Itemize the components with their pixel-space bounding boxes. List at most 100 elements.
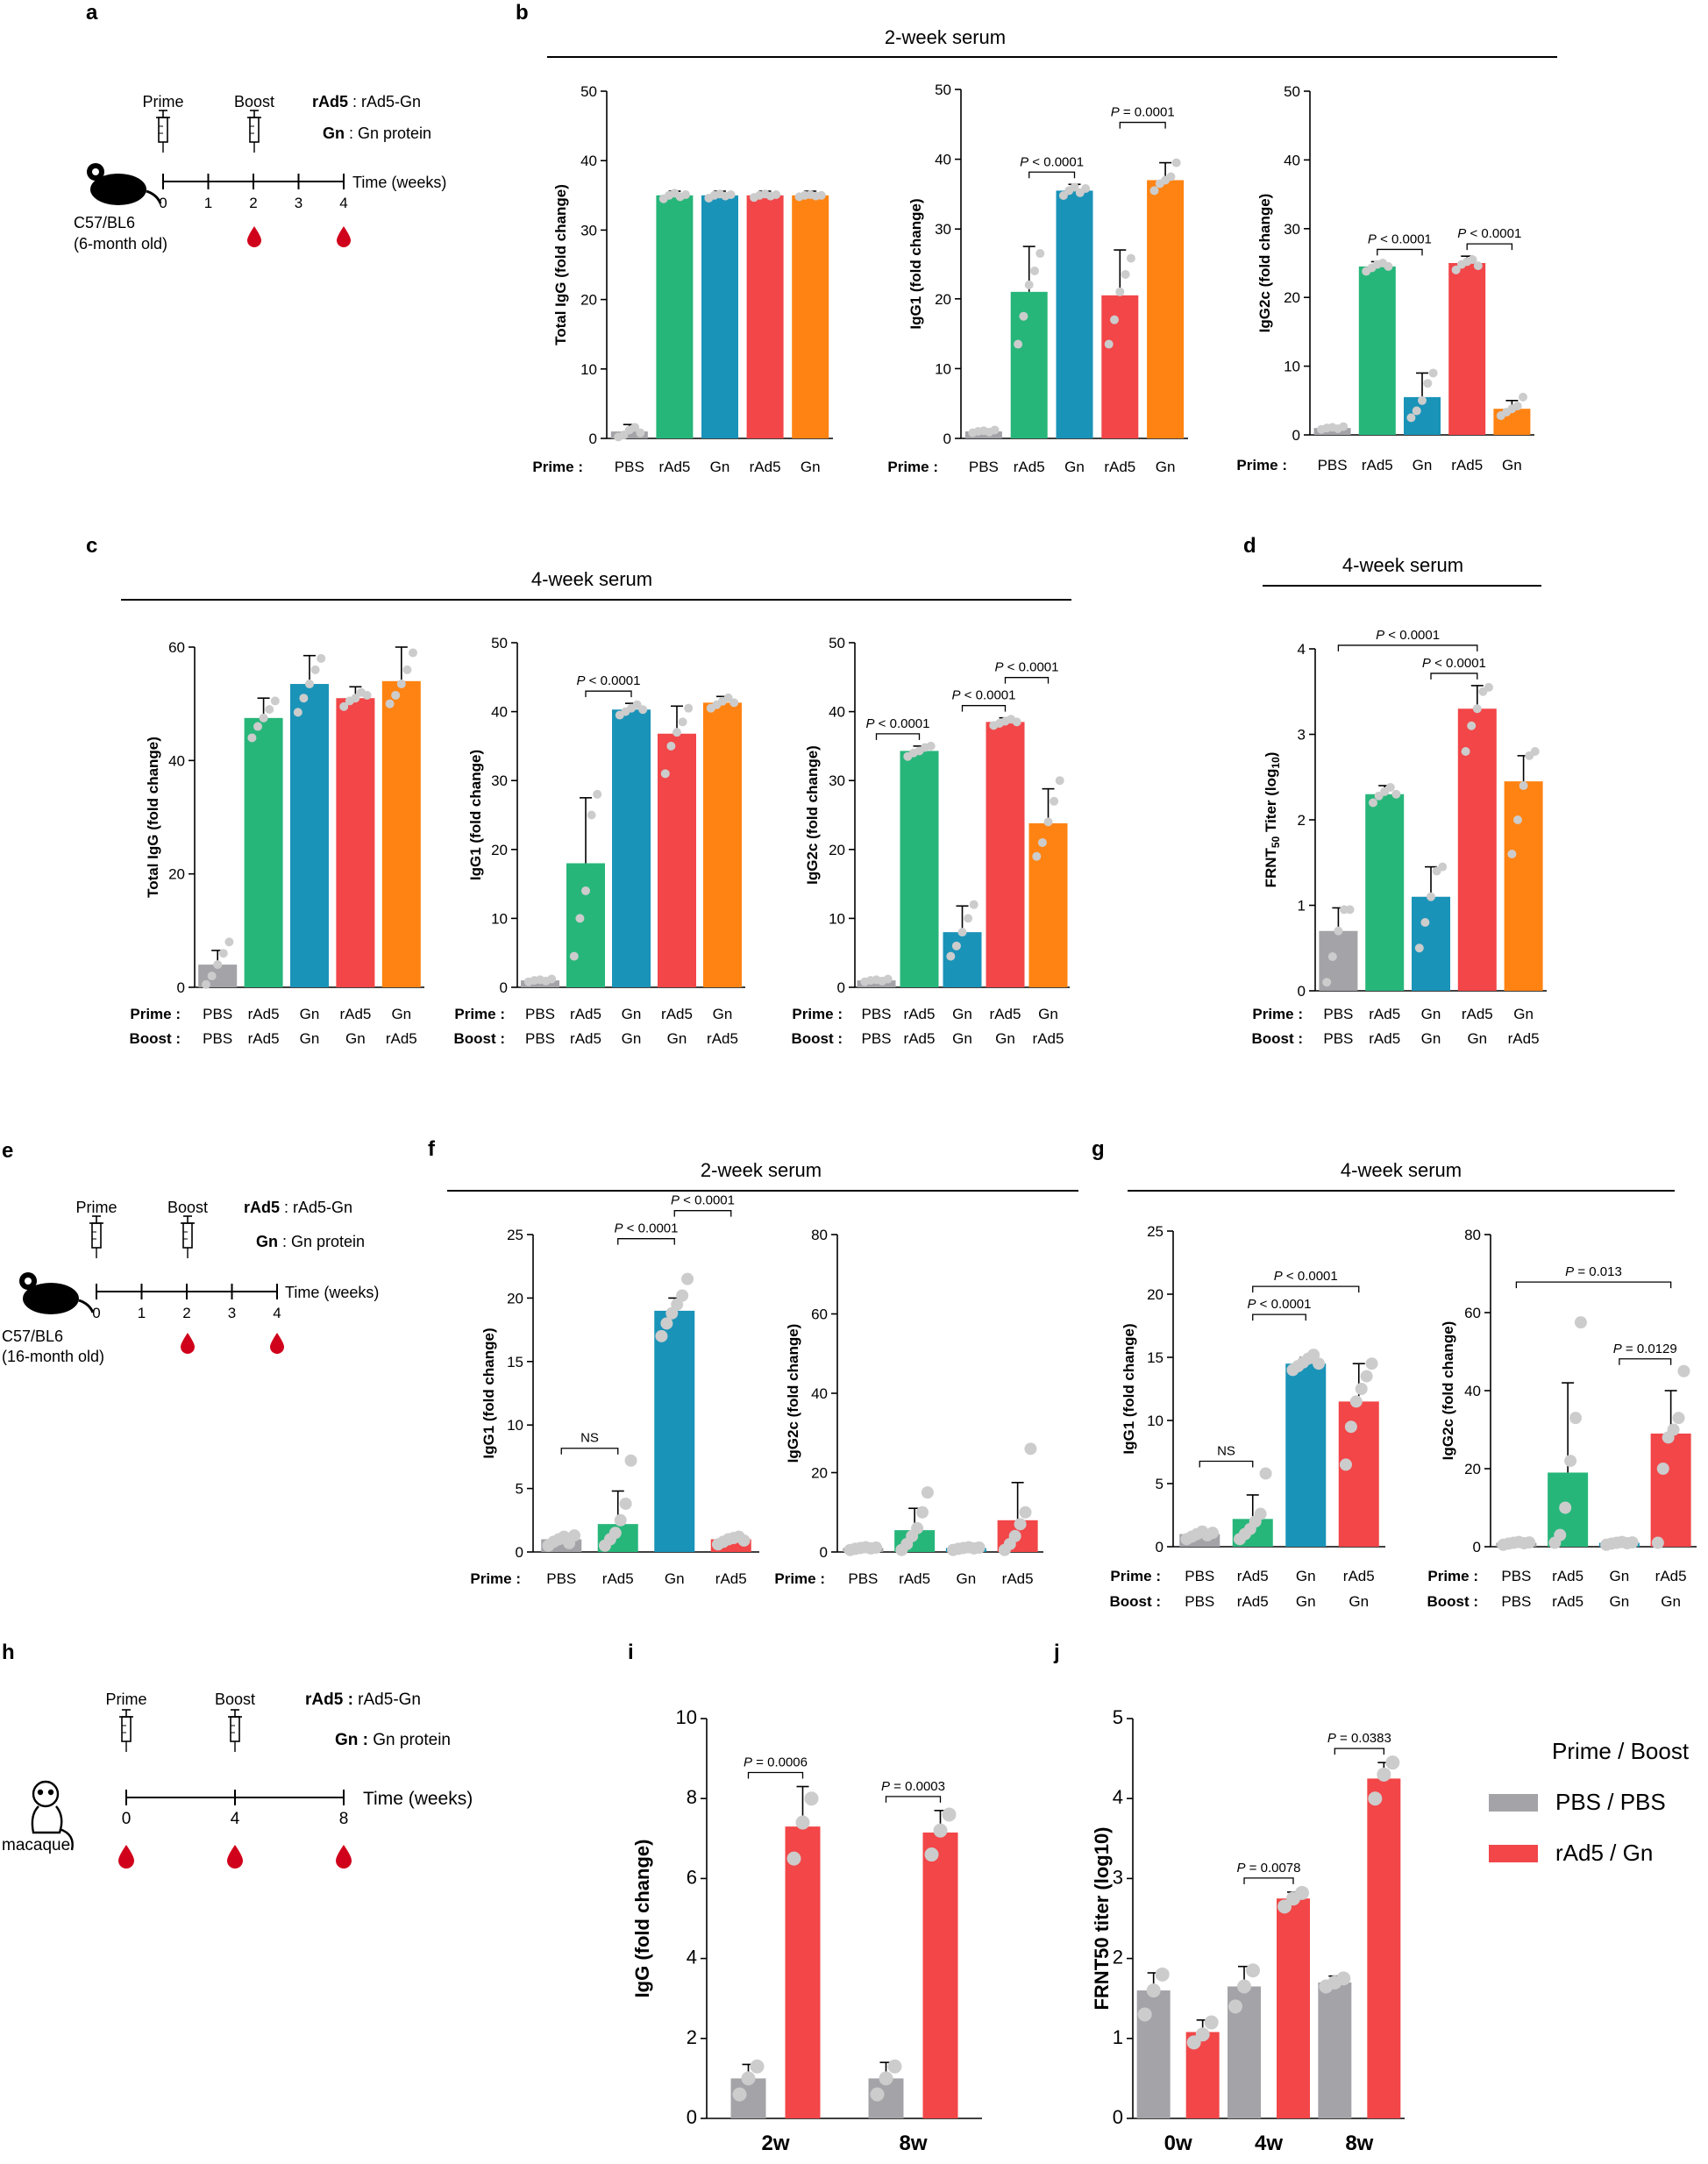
- time-label-a: Time (weeks): [352, 174, 446, 191]
- y-tick-label: 4: [1298, 641, 1306, 658]
- syringe-icon: [228, 1709, 242, 1752]
- data-point: [1385, 1755, 1400, 1770]
- bar: [610, 431, 648, 438]
- data-point: [305, 680, 314, 689]
- x-tick-label: rAd5: [1343, 1568, 1375, 1584]
- y-tick-label: 40: [1464, 1383, 1481, 1399]
- legend-a-text2: : Gn protein: [345, 125, 431, 142]
- data-point: [655, 1329, 668, 1342]
- y-tick-label: 30: [1284, 221, 1300, 238]
- x-tick-label: Gn: [957, 1570, 977, 1587]
- bar: [1457, 708, 1497, 991]
- prime-label-a: Prime: [142, 93, 183, 110]
- data-point: [1115, 287, 1125, 296]
- x-tick-label: PBS: [525, 1006, 555, 1022]
- p-value: = 0.0006: [752, 1755, 808, 1770]
- x-tick-label: Gn: [713, 1006, 733, 1022]
- p-value: < 0.0001: [1431, 656, 1486, 671]
- chart-i: 0 2 4 6 8 10 IgG (fold change) 2w P = 0.0006 8w P …: [631, 1706, 982, 2155]
- x-tick-label: Gn: [995, 1030, 1015, 1047]
- bar: [1318, 1982, 1352, 2118]
- bar: [244, 717, 283, 987]
- legend-e-text1: : rAd5-Gn: [280, 1199, 352, 1216]
- x-tick-label: Gn: [952, 1030, 972, 1047]
- p-symbol: P: [1613, 1342, 1622, 1356]
- data-point: [1438, 862, 1448, 872]
- x-tick-label: Gn: [710, 459, 730, 475]
- x-tick-label: PBS: [1185, 1593, 1214, 1610]
- p-symbol: P: [1422, 656, 1431, 671]
- y-tick-label: 15: [1147, 1349, 1164, 1366]
- row-label: Prime :: [454, 1006, 505, 1022]
- timeline-tick-label: 3: [228, 1305, 236, 1321]
- p-value-label: NS: [1217, 1443, 1235, 1458]
- x-tick-label: Gn: [1610, 1568, 1630, 1584]
- panel-letter-g: g: [1092, 1137, 1105, 1161]
- x-tick-label: rAd5: [990, 1006, 1021, 1022]
- data-point: [1339, 422, 1349, 431]
- significance-bracket: [585, 690, 632, 698]
- y-tick-label: 80: [1464, 1227, 1481, 1243]
- data-point: [1461, 747, 1470, 756]
- data-point: [265, 705, 274, 715]
- row-label: Prime :: [792, 1006, 843, 1022]
- y-tick-label: 20: [935, 291, 951, 308]
- y-tick-label: 40: [811, 1385, 828, 1402]
- bar: [785, 1826, 821, 2118]
- p-value-label: NS: [580, 1431, 599, 1446]
- p-value-label: P < 0.0001: [1368, 231, 1432, 246]
- x-tick-label: rAd5: [1552, 1568, 1583, 1584]
- chart-f2: 0 20 40 60 80 IgG2c (fold change) Prime : PBS rA…: [774, 1227, 1043, 1587]
- data-point: [870, 1541, 883, 1555]
- timeline-tick-label: 3: [295, 195, 302, 211]
- x-tick-label: PBS: [1318, 457, 1348, 473]
- row-label: Prime :: [774, 1570, 825, 1587]
- x-tick-label: PBS: [203, 1030, 232, 1047]
- y-tick-label: 8: [687, 1786, 697, 1808]
- x-tick-label: rAd5: [1451, 457, 1483, 473]
- y-tick-label: 60: [168, 639, 185, 656]
- x-tick-label: rAd5: [1369, 1006, 1400, 1022]
- x-tick-label: Gn: [1502, 457, 1522, 473]
- data-point: [951, 941, 961, 950]
- p-symbol: P: [1368, 231, 1377, 246]
- x-tick-label: rAd5: [904, 1030, 936, 1047]
- significance-bracket: [1337, 644, 1478, 651]
- x-tick-label: Gn: [1038, 1006, 1058, 1022]
- p-value-label: P = 0.0003: [881, 1779, 945, 1794]
- data-point: [1355, 1383, 1368, 1395]
- bar: [1101, 295, 1139, 438]
- x-tick-label: rAd5: [1362, 457, 1393, 473]
- data-point: [1512, 402, 1522, 411]
- p-value: < 0.0001: [961, 688, 1016, 703]
- x-tick-label: rAd5: [750, 459, 781, 475]
- chart-g1: 0 5 10 15 20 25 IgG1 (fold change) Prime : PBS rA…: [1109, 1223, 1385, 1610]
- bar: [336, 698, 375, 987]
- bar: [1412, 896, 1450, 991]
- data-point: [614, 1513, 627, 1527]
- x-tick-label: rAd5: [248, 1030, 280, 1047]
- blood-drop-icon: [270, 1333, 284, 1354]
- y-tick-label: 1: [1298, 898, 1306, 915]
- y-tick-label: 0: [1473, 1539, 1481, 1555]
- boost-label-h: Boost: [215, 1691, 255, 1708]
- y-tick-label: 20: [491, 842, 508, 858]
- y-tick-label: 25: [507, 1227, 523, 1243]
- header-c-text: 4-week serum: [531, 568, 652, 590]
- data-point: [1204, 2015, 1219, 2030]
- x-tick-label: PBS: [615, 459, 644, 475]
- x-tick-label: Gn: [1661, 1593, 1681, 1610]
- x-tick-label: Gn: [345, 1030, 366, 1047]
- y-tick-label: 6: [687, 1866, 697, 1888]
- data-point: [660, 769, 670, 779]
- y-axis-label: IgG2c (fold change): [1256, 194, 1273, 333]
- bar: [1650, 1433, 1691, 1547]
- data-point: [402, 665, 412, 674]
- y-tick-label: 0: [820, 1544, 828, 1561]
- p-value-label: P < 0.0001: [1457, 226, 1521, 241]
- data-point: [1295, 1885, 1309, 1900]
- data-point: [1019, 1506, 1032, 1519]
- data-point: [933, 1823, 948, 1838]
- legend-h-bold1: rAd5 :: [305, 1691, 353, 1709]
- p-value: = 0.0078: [1246, 1861, 1301, 1876]
